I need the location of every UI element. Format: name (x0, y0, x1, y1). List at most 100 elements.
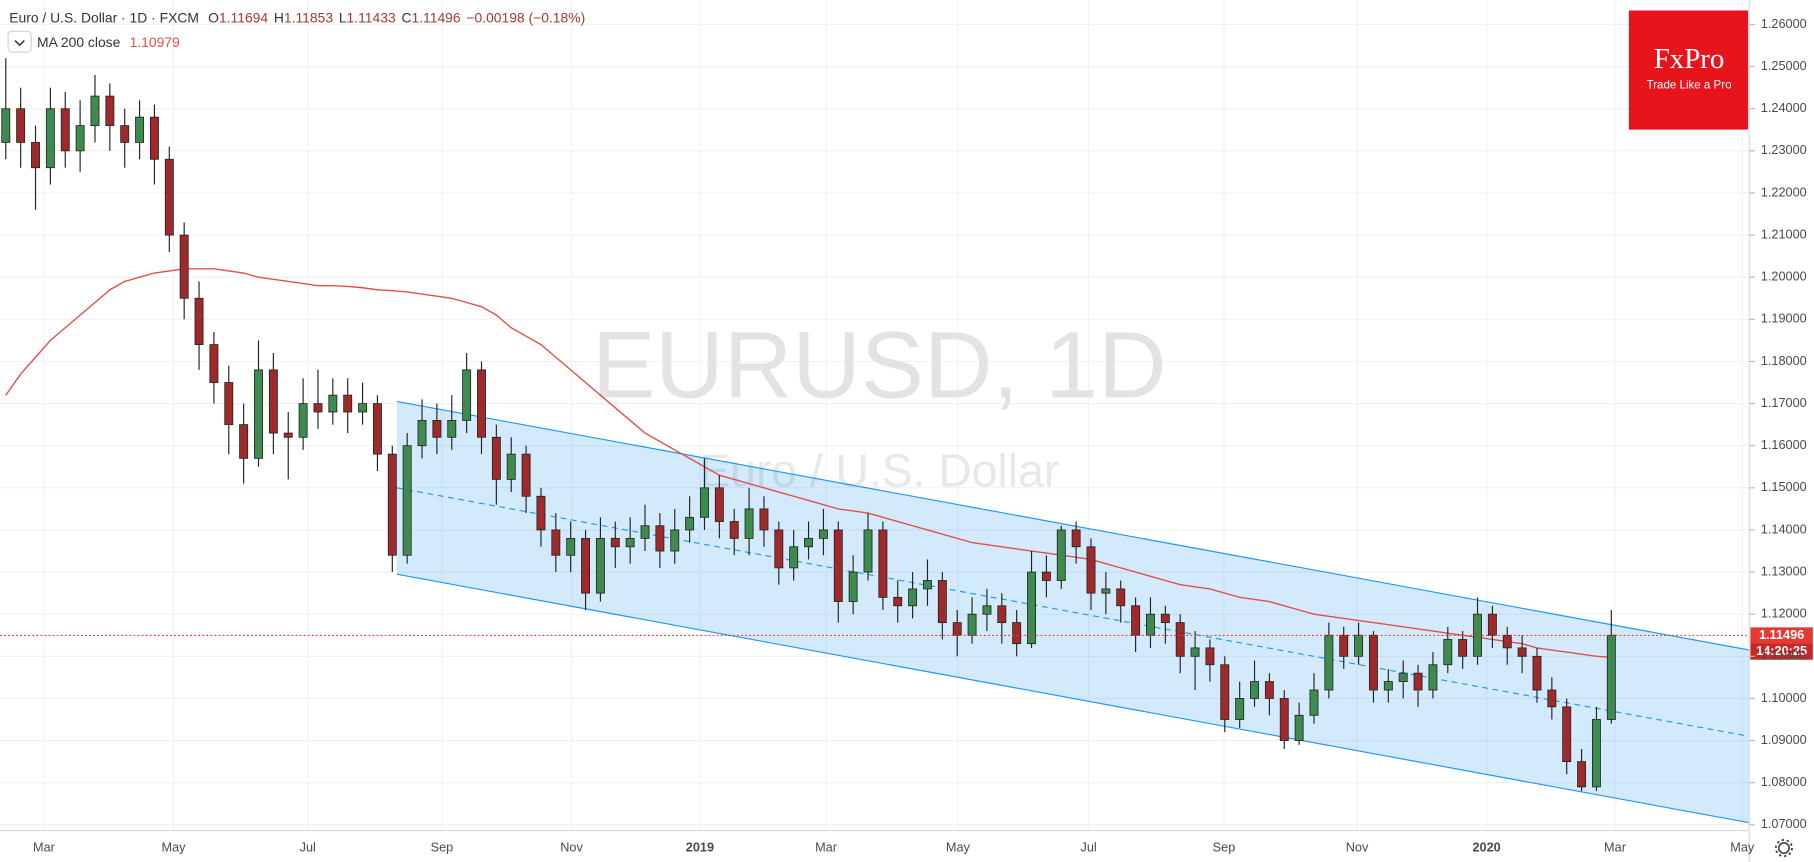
candle-body (1116, 588, 1126, 607)
candle-body (60, 108, 70, 152)
y-tick-label: 1.11000 (1761, 648, 1806, 663)
candle-body (640, 525, 650, 539)
settings-button[interactable] (1774, 839, 1793, 858)
candle-body (491, 436, 501, 480)
candle-body (789, 546, 799, 569)
y-tick-label: 1.25000 (1761, 58, 1807, 73)
candle-body (506, 453, 516, 480)
ohlc-key: C (401, 9, 411, 25)
candle-body (105, 95, 115, 126)
y-tick-label: 1.24000 (1761, 100, 1807, 115)
countdown-label: 14:20:25 (1756, 643, 1807, 658)
candle-body (387, 453, 397, 556)
candle-body (833, 529, 843, 602)
ohlc-key: O (208, 9, 219, 25)
candle-body (135, 116, 145, 143)
candle-body (923, 580, 932, 590)
candle-body (1264, 681, 1274, 699)
y-tick-label: 1.20000 (1761, 269, 1807, 284)
y-tick-label: 1.10000 (1761, 690, 1807, 705)
candle-body (908, 588, 918, 607)
candle-body (45, 108, 55, 169)
gear-teeth[interactable] (1774, 839, 1793, 858)
y-tick-label: 1.26000 (1761, 16, 1807, 31)
candles (1, 58, 1616, 792)
grid (0, 0, 1750, 831)
candle-body (313, 403, 323, 413)
candle-body (521, 453, 531, 497)
candle-body (179, 234, 189, 299)
collapse-button[interactable] (7, 30, 32, 53)
x-tick-label: Mar (1604, 839, 1627, 854)
x-tick-label: May (946, 839, 971, 854)
candle-body (818, 529, 828, 539)
candle-body (700, 487, 709, 518)
moving-average (5, 268, 1612, 658)
candle-body (759, 508, 769, 531)
y-tick-label: 1.23000 (1761, 142, 1807, 157)
candle-body (1398, 672, 1408, 682)
candle-body (432, 420, 442, 438)
y-tick-label: 1.08000 (1761, 774, 1807, 789)
candle-body (328, 394, 338, 413)
candle-body (1071, 529, 1081, 548)
x-tick-label: 2019 (686, 839, 714, 854)
candle-body (402, 445, 412, 556)
candle-body (477, 369, 486, 438)
candle-body (372, 403, 382, 455)
candle-body (16, 108, 26, 143)
x-tick-label: Sep (1213, 839, 1236, 854)
y-tick-label: 1.15000 (1761, 479, 1807, 494)
candle-body (1027, 571, 1036, 645)
candle-body (1131, 605, 1141, 636)
x-tick-label: 2020 (1472, 839, 1500, 854)
candle-body (283, 432, 293, 438)
candle-body (224, 382, 234, 426)
candle-body (239, 424, 249, 459)
candle-body (1220, 664, 1230, 720)
candle-body (774, 529, 784, 569)
candle-body (1487, 613, 1497, 636)
x-tick-label: Sep (431, 839, 454, 854)
channel (396, 400, 1750, 824)
watermark: EURUSD, 1D Euro / U.S. Dollar (592, 313, 1167, 497)
axes: 1.07000 1.08000 1.09000 1.10000 1.11000 1.120… (33, 16, 1807, 855)
ohlc-key: H (274, 9, 284, 25)
candle-body (120, 125, 130, 143)
watermark-description: Euro / U.S. Dollar (699, 445, 1059, 497)
candle-body (670, 529, 680, 552)
candle-body (358, 403, 368, 413)
candle-body (209, 344, 219, 383)
candle-body (298, 403, 308, 438)
ohlc-value: 1.11853 (284, 9, 333, 25)
candle-body (714, 487, 724, 522)
candle-body (1309, 689, 1319, 716)
last-price-box (1750, 627, 1813, 644)
y-tick-label: 1.14000 (1761, 521, 1807, 536)
ohlc-value: 1.11694 (219, 9, 268, 25)
candle-body (164, 158, 174, 236)
candle-body (1086, 546, 1096, 594)
candle-body (194, 297, 204, 346)
candle-body (967, 613, 977, 636)
candle-body (1591, 719, 1601, 788)
y-tick-label: 1.22000 (1761, 184, 1807, 199)
candle-body (1354, 634, 1364, 657)
candle-body (417, 420, 427, 447)
gear-icon[interactable] (1777, 842, 1790, 855)
candle-body (75, 125, 85, 152)
logo-tagline: Trade Like a Pro (1647, 80, 1732, 92)
candle-body (1458, 639, 1468, 657)
candle-body (1279, 698, 1289, 741)
candle-body (343, 394, 353, 413)
symbol-name: Euro / U.S. Dollar · 1D · FXCM (9, 9, 199, 25)
candle-body (804, 537, 814, 548)
x-tick-label: Jul (300, 839, 316, 854)
candle-body (31, 142, 40, 169)
candle-body (1443, 639, 1453, 666)
candle-body (1, 108, 11, 143)
candle-body (90, 95, 100, 126)
candle-body (982, 605, 992, 615)
